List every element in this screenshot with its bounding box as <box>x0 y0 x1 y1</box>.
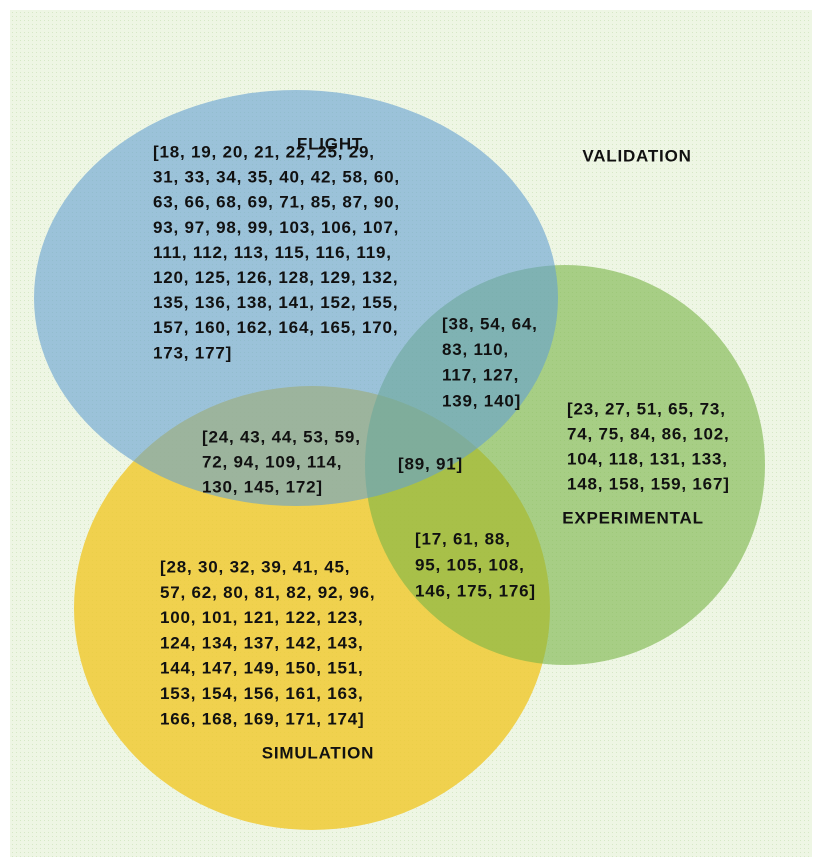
region-members: [18, 19, 20, 21, 22, 25, 29, <box>153 142 375 161</box>
flight-circle <box>34 90 558 506</box>
region-members: 148, 158, 159, 167] <box>567 474 730 493</box>
region-members: 83, 110, <box>442 340 509 359</box>
region-members: 117, 127, <box>442 366 519 385</box>
region-members: 74, 75, 84, 86, 102, <box>567 424 730 443</box>
region-members: 144, 147, 149, 150, 151, <box>160 659 364 678</box>
set-label: SIMULATION <box>262 743 375 762</box>
region-members: 100, 101, 121, 122, 123, <box>160 608 364 627</box>
region-members: 166, 168, 169, 171, 174] <box>160 709 364 728</box>
region-members: 120, 125, 126, 128, 129, 132, <box>153 268 398 287</box>
region-members: [23, 27, 51, 65, 73, <box>567 399 726 418</box>
diagram-title: VALIDATION <box>582 146 691 165</box>
region-members: [38, 54, 64, <box>442 314 538 333</box>
region-members: 104, 118, 131, 133, <box>567 449 728 468</box>
region-members: [28, 30, 32, 39, 41, 45, <box>160 557 350 576</box>
region-members: 93, 97, 98, 99, 103, 106, 107, <box>153 218 399 237</box>
region-members: [24, 43, 44, 53, 59, <box>202 427 361 446</box>
region-members: 146, 175, 176] <box>415 581 536 600</box>
region-members: 139, 140] <box>442 391 521 410</box>
region-members: 72, 94, 109, 114, <box>202 452 342 471</box>
region-members: 157, 160, 162, 164, 165, 170, <box>153 318 398 337</box>
region-members: 57, 62, 80, 81, 82, 92, 96, <box>160 583 375 602</box>
region-members: 111, 112, 113, 115, 116, 119, <box>153 243 392 262</box>
set-label: FLIGHT <box>297 134 363 153</box>
region-members: [89, 91] <box>398 454 463 473</box>
region-members: 173, 177] <box>153 343 232 362</box>
region-members: 135, 136, 138, 141, 152, 155, <box>153 293 398 312</box>
region-members: 63, 66, 68, 69, 71, 85, 87, 90, <box>153 193 400 212</box>
region-members: 124, 134, 137, 142, 143, <box>160 633 364 652</box>
region-members: 31, 33, 34, 35, 40, 42, 58, 60, <box>153 168 400 187</box>
set-label: EXPERIMENTAL <box>562 508 704 527</box>
region-members: 95, 105, 108, <box>415 555 525 574</box>
region-members: 130, 145, 172] <box>202 477 323 496</box>
region-members: [17, 61, 88, <box>415 529 511 548</box>
region-members: 153, 154, 156, 161, 163, <box>160 684 364 703</box>
